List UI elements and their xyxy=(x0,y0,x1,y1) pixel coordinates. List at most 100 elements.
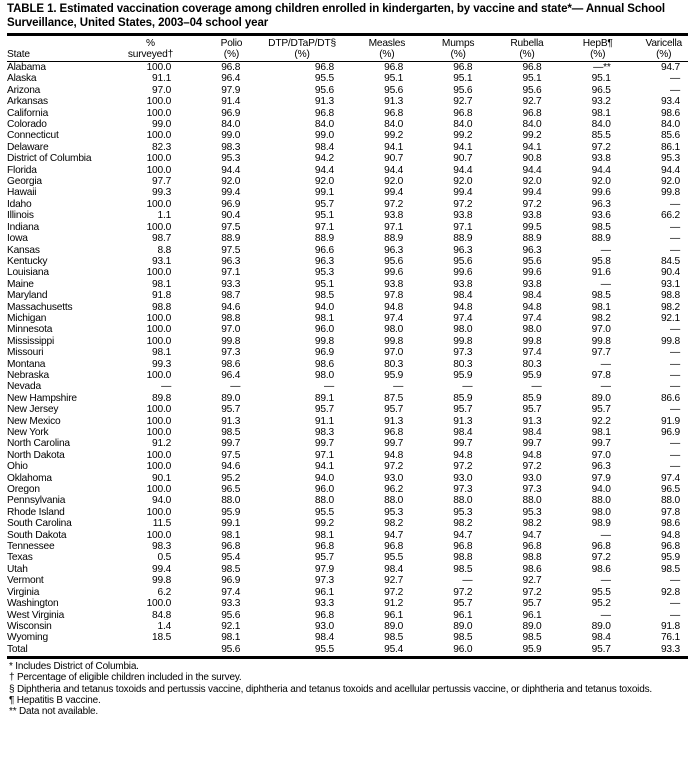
value-cell: 96.1 xyxy=(384,609,404,621)
state-cell: Tennessee xyxy=(7,541,55,553)
state-cell: Pennsylvania xyxy=(7,495,66,507)
value-cell: 96.8 xyxy=(384,427,404,438)
value-cell: 100.0 xyxy=(146,62,172,73)
value-cell: 93.0 xyxy=(522,472,542,484)
value-cell: 93.4 xyxy=(660,96,680,108)
value-cell: 18.5 xyxy=(152,632,172,644)
value-cell: 84.8 xyxy=(152,609,172,621)
value-cell: 100.0 xyxy=(146,529,172,541)
value-cell: 94.0 xyxy=(152,495,172,507)
value-cell: — xyxy=(670,369,680,381)
value-cell: 93.0 xyxy=(314,620,334,632)
value-cell: 96.2 xyxy=(384,484,404,496)
value-cell: 98.6 xyxy=(591,563,611,575)
table-row: North Dakota 100.0 97.5 97.1 94.8 94.8 94.8 97.… xyxy=(7,450,688,461)
value-cell: 95.6 xyxy=(384,255,404,267)
state-cell: South Dakota xyxy=(7,529,67,541)
table-row: Maine 98.1 93.3 95.1 93.8 93.8 93.8 — 93.1 xyxy=(7,279,688,290)
value-cell: 98.2 xyxy=(522,518,542,530)
table-row: Hawaii 99.3 99.4 99.1 99.4 99.4 99.4 99.6 99.8 xyxy=(7,187,688,198)
value-cell: 98.2 xyxy=(453,518,473,530)
value-cell: 94.2 xyxy=(314,153,334,165)
value-cell: 92.0 xyxy=(314,176,334,188)
state-cell: Virginia xyxy=(7,586,40,598)
state-cell: Illinois xyxy=(7,210,34,222)
value-cell: 97.8 xyxy=(660,506,680,518)
value-cell: 98.8 xyxy=(152,301,172,313)
value-cell: 93.8 xyxy=(522,278,542,290)
value-cell: 96.8 xyxy=(384,107,404,119)
value-cell: 92.0 xyxy=(660,176,680,188)
value-cell: 91.8 xyxy=(152,290,172,302)
value-cell: 100.0 xyxy=(146,427,172,438)
value-cell: 89.8 xyxy=(152,392,172,404)
value-cell: 94.1 xyxy=(522,141,542,153)
value-cell: 84.0 xyxy=(591,119,611,131)
value-cell: 99.8 xyxy=(314,335,334,347)
document: TABLE 1. Estimated vaccination coverage … xyxy=(7,3,688,718)
value-cell: 89.0 xyxy=(591,392,611,404)
footnote: ¶ Hepatitis B vaccine. xyxy=(9,695,101,707)
value-cell: 91.2 xyxy=(152,438,172,450)
value-cell: 92.2 xyxy=(591,415,611,427)
state-cell: Ohio xyxy=(7,461,28,473)
value-cell: 0.5 xyxy=(157,552,172,564)
value-cell: 100.0 xyxy=(146,369,172,381)
table-row: Florida 100.0 94.4 94.4 94.4 94.4 94.4 94.4 94.4 xyxy=(7,165,688,176)
value-cell: 97.5 xyxy=(221,244,241,256)
value-cell: 97.4 xyxy=(522,347,542,359)
value-cell: 100.0 xyxy=(146,164,172,176)
value-cell: 99.1 xyxy=(314,187,334,199)
value-cell: 94.7 xyxy=(453,529,473,541)
value-cell: 95.1 xyxy=(453,73,473,85)
value-cell: 100.0 xyxy=(146,96,172,108)
value-cell: 100.0 xyxy=(146,267,172,279)
table-row: Michigan 100.0 98.8 98.1 97.4 97.4 97.4 98.2 92.… xyxy=(7,313,688,324)
value-cell: 100.0 xyxy=(146,415,172,427)
value-cell: 99.2 xyxy=(453,130,473,142)
state-cell: Indiana xyxy=(7,221,40,233)
value-cell: 84.0 xyxy=(660,119,680,131)
value-cell: 94.7 xyxy=(522,529,542,541)
footnote: * Includes District of Columbia. xyxy=(9,661,139,673)
value-cell: 98.5 xyxy=(453,632,473,644)
value-cell: 99.5 xyxy=(522,221,542,233)
value-cell: 99.7 xyxy=(221,438,241,450)
value-cell: 97.0 xyxy=(152,84,172,96)
value-cell: 96.8 xyxy=(522,541,542,553)
value-cell: 95.9 xyxy=(522,643,542,655)
value-cell: 98.4 xyxy=(384,563,404,575)
value-cell: 94.0 xyxy=(314,472,334,484)
value-cell: 98.4 xyxy=(591,632,611,644)
value-cell: 94.8 xyxy=(384,301,404,313)
header-bottom: (%) xyxy=(656,49,672,60)
state-cell: Idaho xyxy=(7,198,32,210)
column-header: Polio (%) xyxy=(179,36,249,62)
table-row: New Mexico 100.0 91.3 91.1 91.3 91.3 91.3 92.2 9… xyxy=(7,416,688,427)
value-cell: 95.3 xyxy=(384,506,404,518)
value-cell: 97.9 xyxy=(591,472,611,484)
value-cell: 99.2 xyxy=(384,130,404,142)
value-cell: 100.0 xyxy=(146,335,172,347)
value-cell: 99.2 xyxy=(522,130,542,142)
table-row: Colorado 99.0 84.0 84.0 84.0 84.0 84.0 84.0 84.0 xyxy=(7,119,688,130)
table-row: Kansas 8.8 97.5 96.6 96.3 96.3 96.3 — — xyxy=(7,245,688,256)
value-cell: 94.7 xyxy=(660,62,680,73)
footnote: § Diphtheria and tetanus toxoids and per… xyxy=(9,683,652,695)
state-cell: New York xyxy=(7,427,49,438)
value-cell: 90.4 xyxy=(221,210,241,222)
value-cell: 99.4 xyxy=(453,187,473,199)
value-cell: 95.6 xyxy=(522,255,542,267)
value-cell: 96.6 xyxy=(314,244,334,256)
value-cell: 97.2 xyxy=(591,552,611,564)
value-cell: 91.1 xyxy=(152,73,172,85)
value-cell: — xyxy=(323,381,334,393)
value-cell: — xyxy=(670,347,680,359)
value-cell: 80.3 xyxy=(453,358,473,370)
value-cell: 97.9 xyxy=(221,84,241,96)
value-cell: 96.8 xyxy=(522,107,542,119)
value-cell: — xyxy=(670,84,680,96)
table-title: TABLE 1. Estimated vaccination coverage … xyxy=(7,3,666,29)
value-cell: 95.6 xyxy=(314,84,334,96)
value-cell: 82.3 xyxy=(152,141,172,153)
